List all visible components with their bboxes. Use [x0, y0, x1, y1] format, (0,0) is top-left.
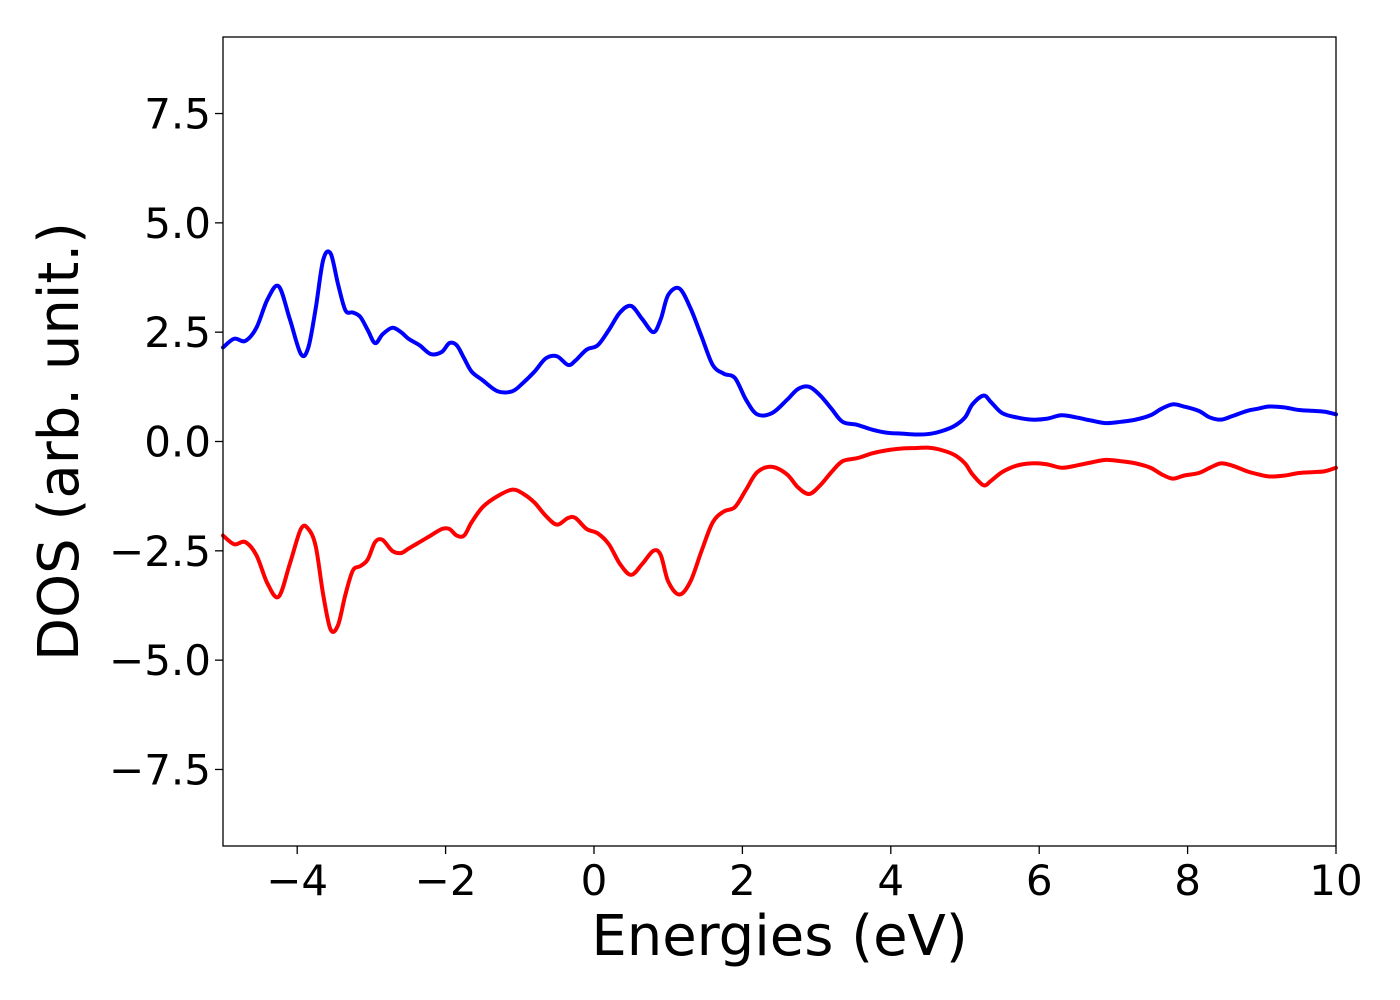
x-tick-label: 8: [1174, 856, 1201, 905]
y-tick-label: −7.5: [109, 745, 211, 794]
x-tick-label: 6: [1026, 856, 1053, 905]
y-tick-label: 7.5: [144, 90, 211, 139]
y-tick-label: −5.0: [109, 636, 211, 685]
x-tick-label: 2: [729, 856, 756, 905]
y-axis-label: DOS (arb. unit.): [27, 222, 92, 661]
y-tick-label: −2.5: [109, 527, 211, 576]
x-tick-label: 10: [1309, 856, 1362, 905]
x-tick-label: −2: [415, 856, 477, 905]
y-tick-label: 5.0: [144, 199, 211, 248]
series-layer: [221, 249, 1338, 634]
x-tick-label: −4: [266, 856, 328, 905]
y-tick-label: 2.5: [144, 308, 211, 357]
x-tick-label: 4: [877, 856, 904, 905]
x-tick-label: 0: [581, 856, 608, 905]
y-tick-label: 0.0: [144, 418, 211, 467]
spin-up-line: [221, 249, 1338, 437]
x-axis-ticks: −4 −2 0 2 4 6 8 10: [266, 846, 1363, 905]
plot-frame: [222, 36, 1337, 847]
spin-down-line: [221, 445, 1338, 634]
x-axis-label: Energies (eV): [591, 904, 967, 969]
y-axis-ticks: 7.5 5.0 2.5 0.0 −2.5 −5.0 −7.5: [109, 90, 223, 794]
